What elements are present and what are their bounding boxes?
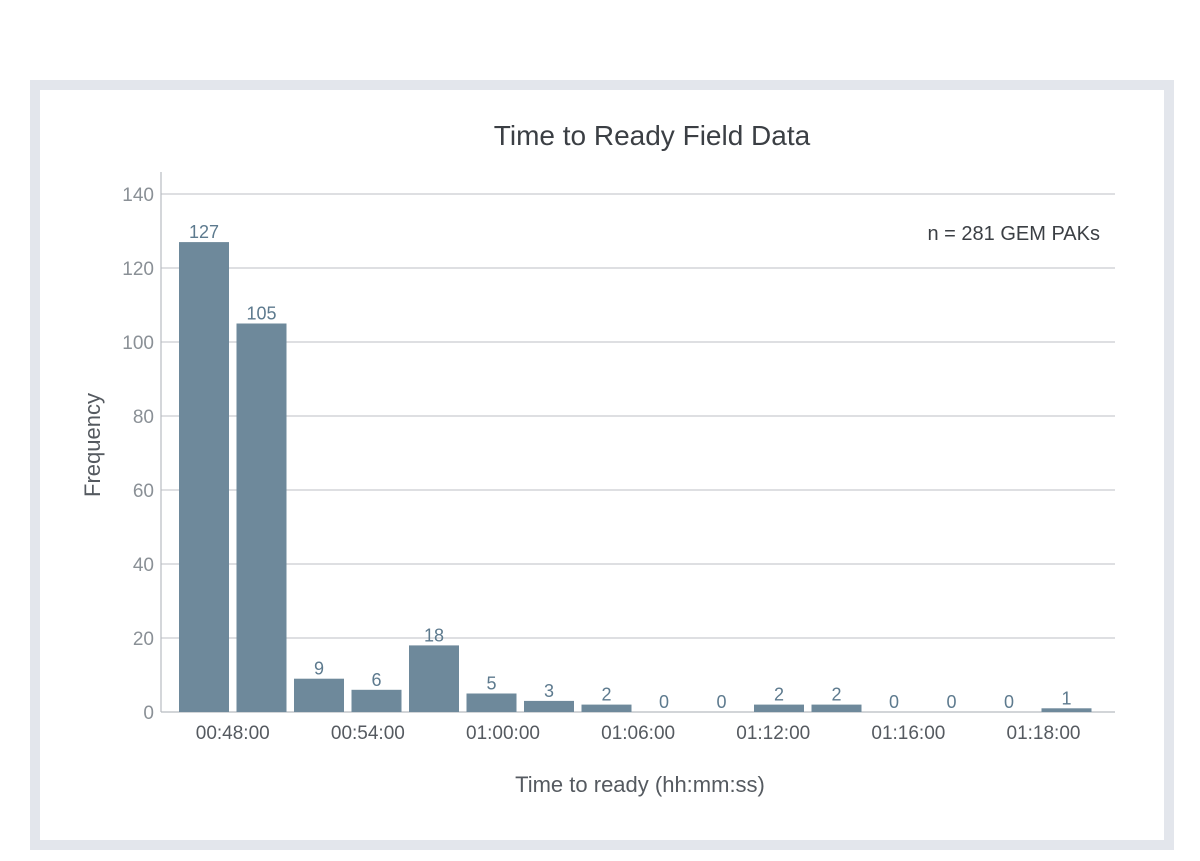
histogram-bar	[236, 323, 287, 712]
bar-value-label: 1	[1061, 688, 1071, 708]
grid-lines	[161, 193, 1115, 713]
x-tick-label: 01:12:00	[736, 723, 810, 744]
y-tick-label: 60	[133, 481, 154, 502]
histogram-bar	[351, 689, 402, 712]
bar-value-label: 0	[946, 692, 956, 712]
x-tick-label: 01:06:00	[601, 723, 675, 744]
bar-value-labels: 127 105 9 6 18 5 3 2 0 0 2 2 0 0 0 1	[189, 222, 1072, 712]
sample-size-annotation: n = 281 GEM PAKs	[928, 223, 1101, 245]
bar-value-label: 0	[889, 692, 899, 712]
y-tick-label: 140	[122, 185, 154, 206]
bars	[179, 242, 1092, 712]
x-axis-ticks: 00:48:00 00:54:00 01:00:00 01:06:00 01:12:00…	[196, 723, 1081, 744]
histogram-bar	[581, 704, 632, 712]
y-axis-title: Frequency	[80, 393, 105, 497]
x-tick-label: 01:16:00	[871, 723, 945, 744]
bar-value-label: 0	[659, 692, 669, 712]
histogram-bar	[179, 242, 229, 712]
bar-value-label: 2	[601, 685, 611, 705]
y-tick-label: 40	[133, 555, 154, 576]
bar-value-label: 0	[1004, 692, 1014, 712]
y-tick-label: 0	[143, 703, 154, 724]
histogram-bar	[294, 678, 344, 712]
histogram-bar	[754, 704, 804, 712]
bar-value-label: 2	[774, 685, 784, 705]
y-tick-label: 120	[122, 259, 154, 280]
histogram-bar	[811, 704, 862, 712]
bar-value-label: 105	[246, 304, 276, 324]
chart-title: Time to Ready Field Data	[494, 120, 811, 151]
bar-value-label: 2	[831, 685, 841, 705]
bar-value-label: 0	[716, 692, 726, 712]
bar-value-label: 9	[314, 659, 324, 679]
x-tick-label: 00:48:00	[196, 723, 270, 744]
bar-value-label: 6	[371, 670, 381, 690]
bar-value-label: 18	[424, 625, 444, 645]
x-axis-title: Time to ready (hh:mm:ss)	[515, 772, 765, 797]
x-tick-label: 00:54:00	[331, 723, 405, 744]
x-tick-label: 01:00:00	[466, 723, 540, 744]
y-tick-label: 20	[133, 629, 154, 650]
bar-value-label: 3	[544, 681, 554, 701]
histogram-bar	[524, 700, 574, 712]
bar-value-label: 5	[486, 674, 496, 694]
histogram-bar	[409, 645, 459, 712]
y-tick-label: 100	[122, 333, 154, 354]
histogram-bar	[466, 693, 517, 712]
x-tick-label: 01:18:00	[1007, 723, 1081, 744]
y-axis-ticks: 0 20 40 60 80 100 120 140	[122, 185, 154, 724]
histogram-bar	[1041, 708, 1092, 712]
bar-value-label: 127	[189, 222, 219, 242]
y-tick-label: 80	[133, 407, 154, 428]
